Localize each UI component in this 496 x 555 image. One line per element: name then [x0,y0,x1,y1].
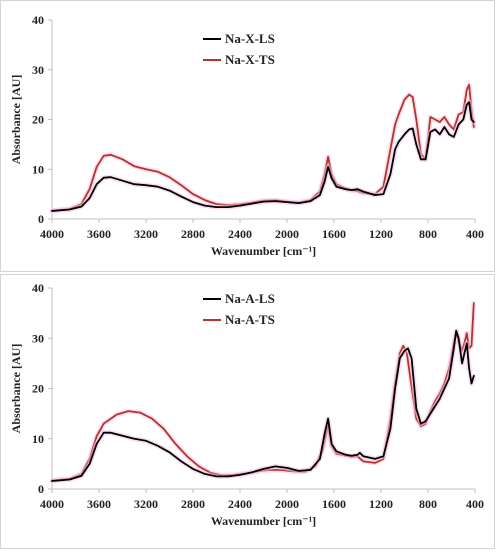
x-tick-label: 2400 [228,497,252,511]
panel-bottom: 0 10 20 30 40 4000 3600 3200 2800 2400 2000 1600 120… [9,281,484,528]
x-tick-label: 1600 [322,497,346,511]
x-tick-label: 2400 [228,227,252,241]
x-tick-label: 4000 [40,227,64,241]
y-tick-label: 20 [32,113,44,127]
x-tick-label: 800 [419,497,437,511]
y-axis-title: Absorbance [AU] [9,75,23,165]
panel-top: 0 10 20 30 40 4000 3600 3200 2800 2400 2000 1600 120… [9,13,484,258]
y-tick-label: 0 [38,482,44,496]
x-tick-label: 2000 [275,497,299,511]
legend-label-na-a-ls: Na-A-LS [225,291,275,306]
x-tick-label: 3200 [134,227,158,241]
y-tick-label: 0 [38,212,44,226]
x-tick-label: 1200 [369,497,393,511]
x-tick-label: 800 [419,227,437,241]
x-tick-label: 2000 [275,227,299,241]
series-line-na-a-ls [51,329,475,482]
x-axis-title: Wavenumber [cm⁻¹] [211,244,316,258]
legend-label-na-a-ts: Na-A-TS [225,312,275,327]
x-tick-label: 2800 [181,497,205,511]
y-tick-label: 10 [32,432,44,446]
x-tick-label: 3200 [134,497,158,511]
y-tick-label: 40 [32,281,44,295]
x-tick-label: 2800 [181,227,205,241]
legend-label-na-x-ls: Na-X-LS [225,31,275,46]
series-line-na-x-ls [51,101,475,212]
y-axis-title: Absorbance [AU] [9,344,23,434]
x-tick-label: 400 [466,227,484,241]
legend-label-na-x-ts: Na-X-TS [225,52,275,67]
x-tick-label: 1600 [322,227,346,241]
y-tick-label: 40 [32,13,44,27]
panel-bottom-frame [0,274,495,549]
y-tick-label: 30 [32,331,44,345]
x-tick-label: 3600 [87,227,111,241]
x-tick-label: 3600 [87,497,111,511]
y-tick-label: 10 [32,162,44,176]
x-tick-label: 400 [466,497,484,511]
y-tick-label: 30 [32,63,44,77]
y-tick-label: 20 [32,382,44,396]
x-axis-title: Wavenumber [cm⁻¹] [211,514,316,528]
x-tick-label: 1200 [369,227,393,241]
x-tick-label: 4000 [40,497,64,511]
